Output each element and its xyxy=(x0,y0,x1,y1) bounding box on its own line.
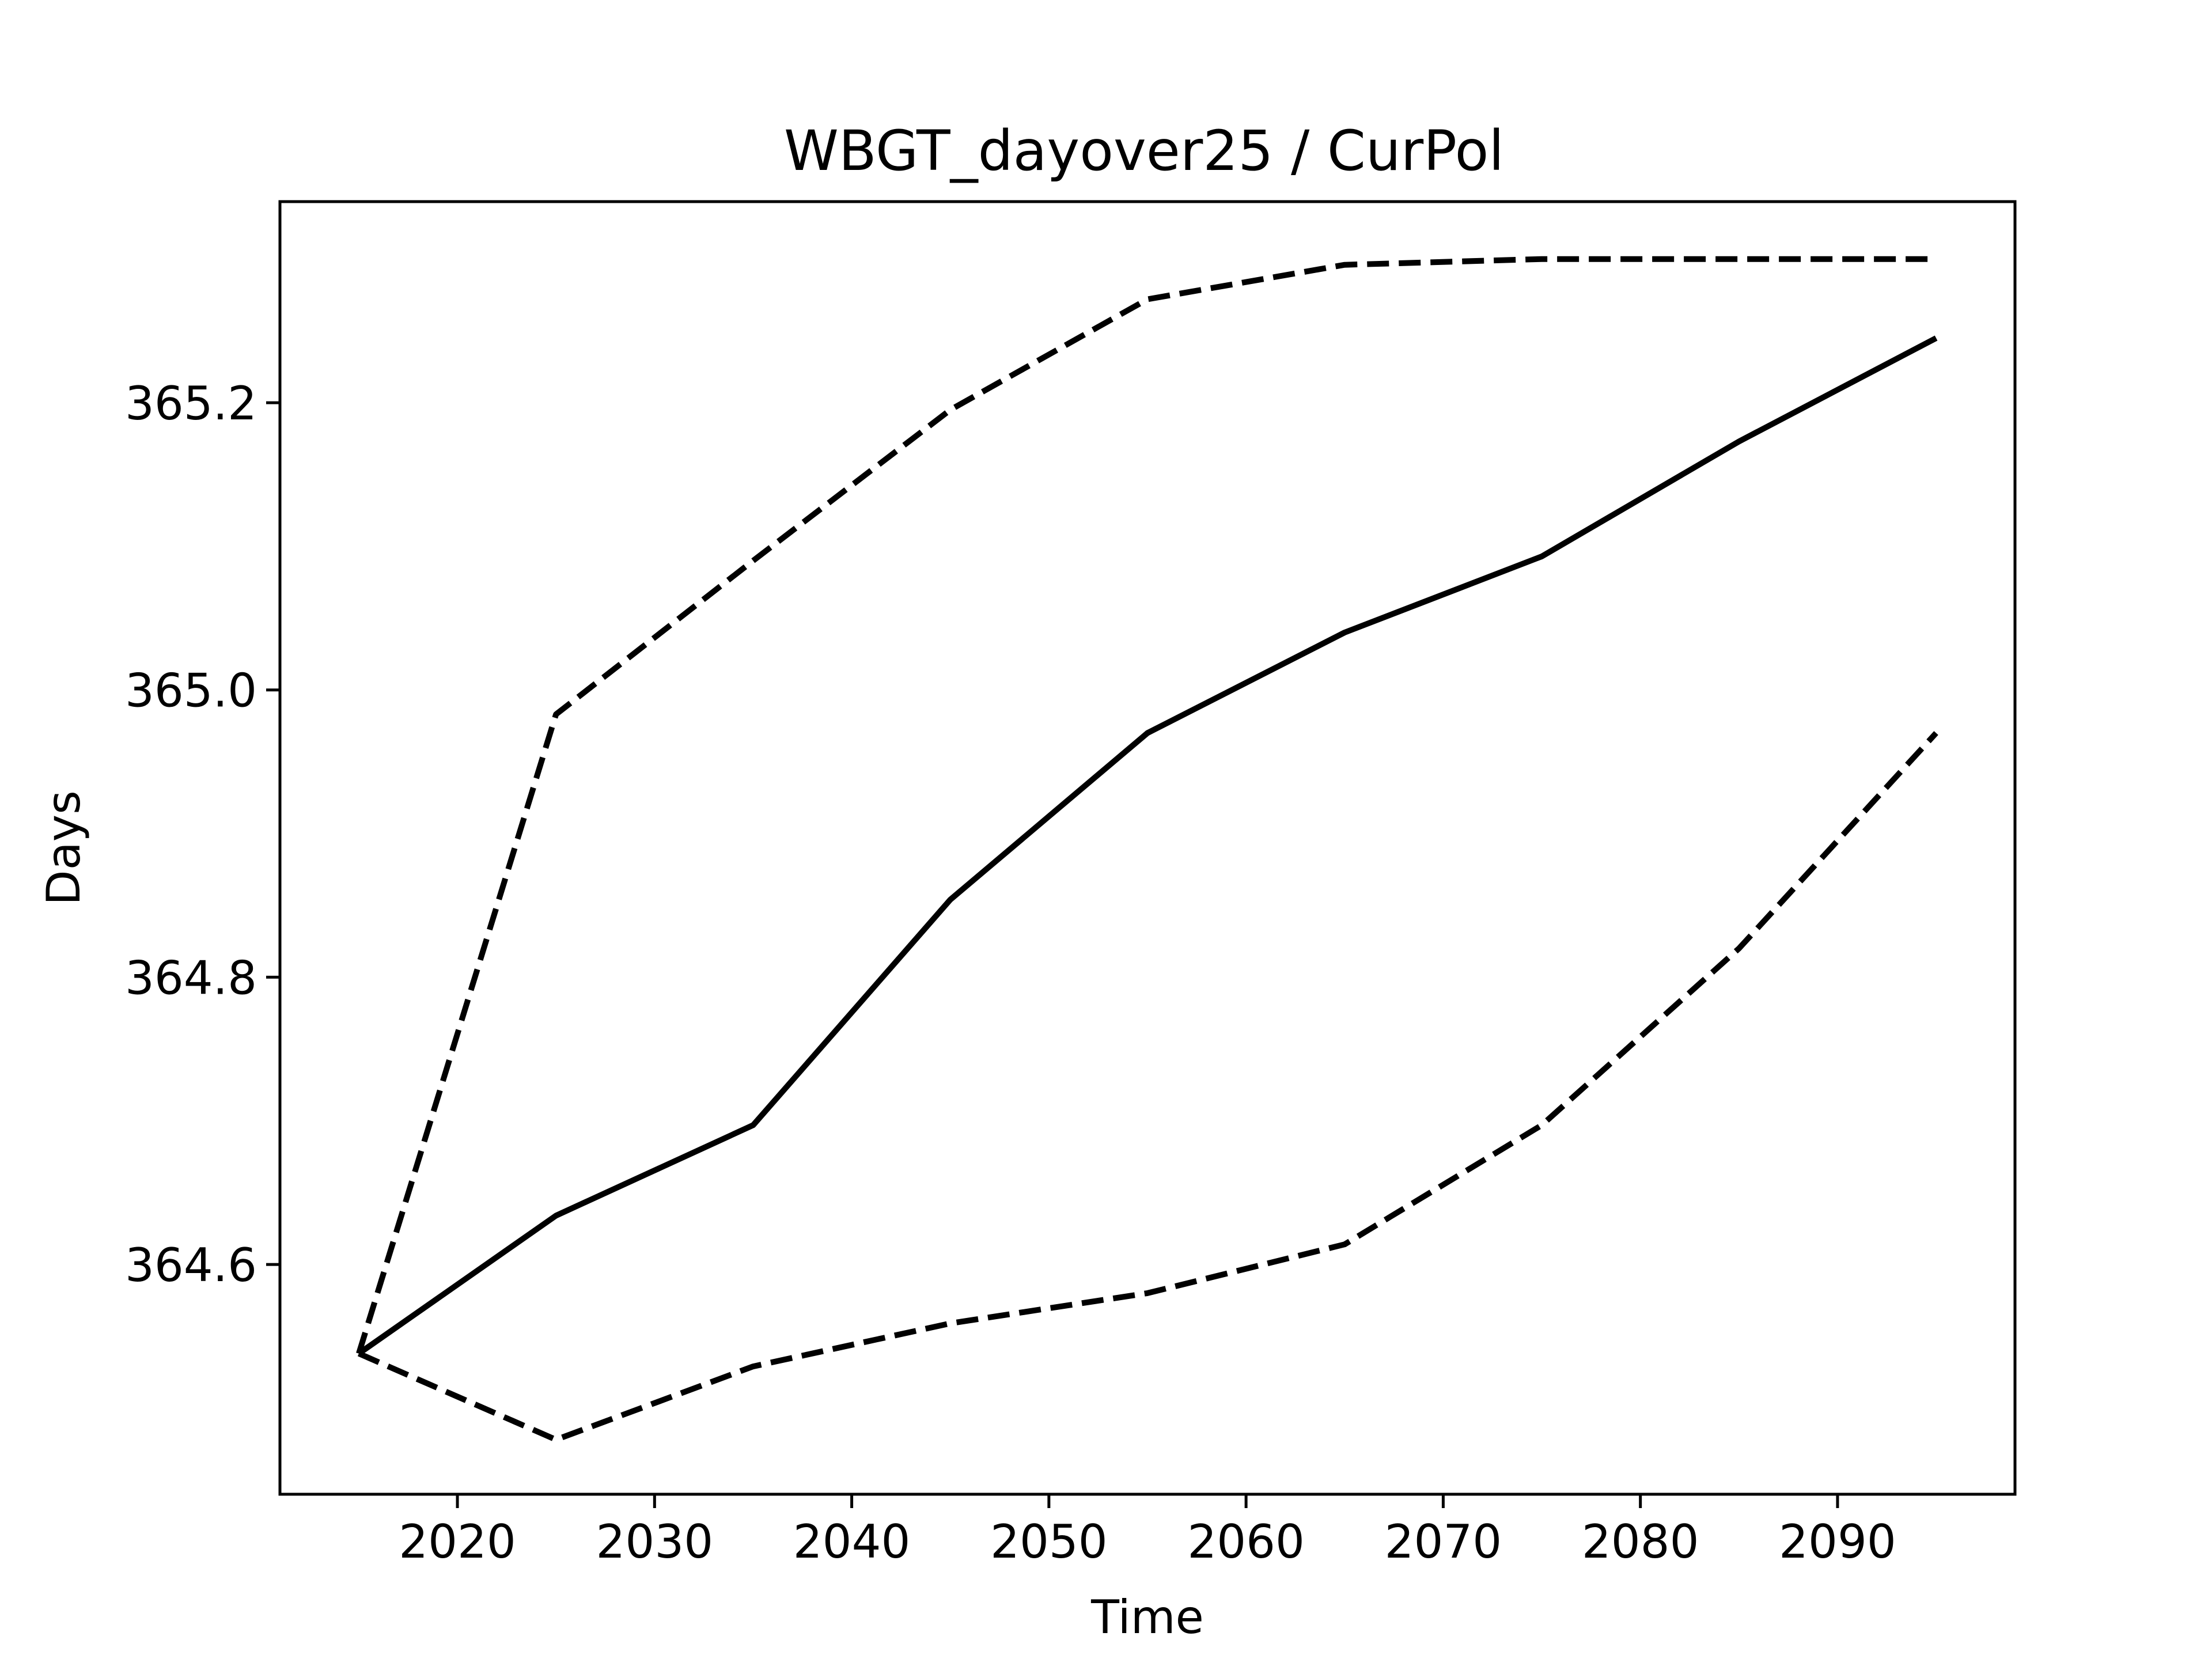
y-tick-label: 365.0 xyxy=(125,664,257,718)
x-tick-label: 2030 xyxy=(596,1515,714,1569)
plot-frame xyxy=(278,200,2017,1496)
x-tick-label: 2050 xyxy=(990,1515,1108,1569)
plot-lines xyxy=(356,256,1938,1443)
x-tick-label: 2070 xyxy=(1385,1515,1502,1569)
y-axis: 364.6 364.8 365.0 365.2 xyxy=(125,377,280,1292)
series-line-1-solid xyxy=(357,335,1938,1356)
x-tick-label: 2080 xyxy=(1582,1515,1699,1569)
x-tick-label: 2060 xyxy=(1187,1515,1305,1569)
chart-title: WBGT_dayover25 / CurPol xyxy=(784,119,1504,183)
y-tick-label: 365.2 xyxy=(125,377,257,430)
y-tick-label: 364.6 xyxy=(125,1238,257,1292)
y-tick-label: 364.8 xyxy=(125,951,257,1005)
x-axis: 2020 2030 2040 2050 2060 2070 2080 2090 xyxy=(399,1494,1896,1569)
y-axis-label: Days xyxy=(37,790,90,906)
series-line-3-dashed xyxy=(357,731,1938,1443)
x-axis-label: Time xyxy=(1090,1590,1204,1644)
x-tick-label: 2090 xyxy=(1779,1515,1896,1569)
x-tick-label: 2020 xyxy=(399,1515,516,1569)
series-line-2-dashed xyxy=(356,256,1937,1355)
x-tick-label: 2040 xyxy=(793,1515,911,1569)
